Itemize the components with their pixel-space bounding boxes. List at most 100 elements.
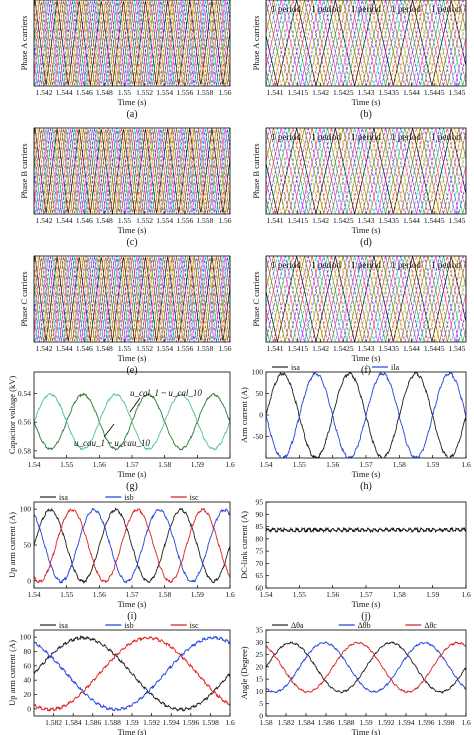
y-axis-label: Phase C carriers [19,271,29,326]
plot-area [34,392,230,451]
x-tick-label: 1.552 [136,344,153,353]
x-tick-label: 1.542 [312,344,329,353]
x-tick-label: 1.542 [36,344,53,353]
carrier-line-1 [266,128,466,214]
y-tick-label: 100 [20,633,32,642]
carrier-line-10 [266,0,466,86]
chart-panel-a: 1.542 1.544 1.546 1.548 1.55 1.552 1.554 1.556 1… [19,0,232,120]
x-tick-label: 1.545 [448,344,465,353]
carrier-line-2 [266,128,466,214]
x-axis-label: Time (s) [118,599,147,609]
panel-label: (i) [127,611,136,622]
carrier-line-6 [266,128,466,214]
carrier-line-8 [34,128,230,214]
x-axis-label: Time (s) [118,469,147,479]
x-tick-label: 1.544 [56,216,73,225]
chart-panel-d: 1 period 1 period 1 period 1 period 1 period… [251,127,467,248]
period-label: 1 period [391,4,421,14]
x-tick-label: 1.592 [143,718,160,727]
y-tick-label: 0 [259,411,263,420]
x-tick-label: 1.558 [196,88,213,97]
y-tick-label: 60 [24,661,32,670]
x-tick-label: 1.56 [326,590,339,599]
x-axis-label: Time (s) [352,353,381,363]
x-tick-label: 1.543 [358,344,375,353]
x-tick-label: 1.58 [259,718,272,727]
x-tick-label: 1.541 [267,344,284,353]
carrier-line-5 [34,256,230,342]
carrier-line-3 [266,128,466,214]
legend-entry: Δθc [424,621,437,630]
carrier-line-6 [266,0,466,86]
x-tick-label: 1.554 [156,216,173,225]
carrier-line-7 [34,0,230,86]
x-tick-label: 1.59 [125,718,138,727]
carrier-line-9 [34,256,230,342]
x-tick-label: 1.58 [393,460,406,469]
carrier-line-9 [34,128,230,214]
y-tick-label: 10 [256,687,264,696]
panel-label: (f) [361,365,371,376]
carrier-line-3 [34,256,230,342]
x-tick-label: 1.55 [118,344,131,353]
x-tick-label: 1.552 [136,216,153,225]
x-tick-label: 1.5415 [288,88,309,97]
carrier-line-6 [34,128,230,214]
x-tick-label: 1.5435 [378,216,399,225]
y-axis-label: Phase B carriers [251,143,261,198]
chart-panel-h: isa ila 1.54 1.55 1.56 1.57 1.58 1.59 1.6 -50 0 50 1… [239,363,471,492]
y-axis-label: Phase A carriers [19,16,29,71]
y-axis-label: Arm current (A) [239,387,249,443]
period-label: 1 period [311,132,341,142]
carrier-line-1 [266,0,466,86]
x-tick-label: 1.541 [267,216,284,225]
period-label: 1 period [351,4,381,14]
x-tick-label: 1.596 [418,718,435,727]
carrier-line-10 [34,128,230,214]
x-tick-label: 1.546 [76,88,93,97]
x-tick-label: 1.546 [76,344,93,353]
y-axis-label: Phase B carriers [19,143,29,198]
x-tick-label: 1.586 [318,718,335,727]
panel-label: (e) [126,365,137,376]
x-tick-label: 1.558 [196,344,213,353]
y-axis-label: Capacitor voltage (kV) [7,376,17,455]
y-tick-label: 30 [256,638,264,647]
y-tick-label: 0.56 [18,418,31,427]
chart-panel-g: u_cal_1 ~ u_cal_10 u_cau_1 ~ u_cau_10 1.54… [7,371,235,492]
y-tick-label: 90 [256,510,264,519]
panel-label: (h) [360,481,372,492]
x-tick-label: 1.548 [96,344,113,353]
carrier-line-4 [34,256,230,342]
legend-entry: Δθb [358,621,371,630]
x-tick-label: 1.5435 [378,88,399,97]
axes-frame [33,127,231,215]
plot-area [266,256,466,342]
x-tick-label: 1.56 [218,88,231,97]
x-tick-label: 1.545 [448,216,465,225]
x-tick-label: 1.54 [27,590,40,599]
carrier-line-3 [34,0,230,86]
x-tick-label: 1.556 [176,216,193,225]
x-tick-label: 1.58 [158,590,171,599]
x-tick-label: 1.5415 [288,216,309,225]
carrier-line-3 [266,256,466,342]
carrier-line-4 [266,256,466,342]
y-tick-label: 20 [256,662,264,671]
x-tick-label: 1.55 [118,88,131,97]
carrier-line-9 [266,0,466,86]
legend-entry: isb [124,493,133,502]
carrier-line-2 [266,256,466,342]
series-line-isb [34,635,230,712]
x-tick-label: 1.544 [56,88,73,97]
carrier-line-8 [34,0,230,86]
x-tick-label: 1.543 [358,88,375,97]
carrier-line-5 [266,256,466,342]
plot-area [34,128,230,214]
x-tick-label: 1.544 [403,88,420,97]
x-tick-label: 1.55 [293,460,306,469]
x-tick-label: 1.55 [60,590,73,599]
x-tick-label: 1.57 [125,460,138,469]
legend-entry: isb [124,621,133,630]
plot-area [266,128,466,214]
